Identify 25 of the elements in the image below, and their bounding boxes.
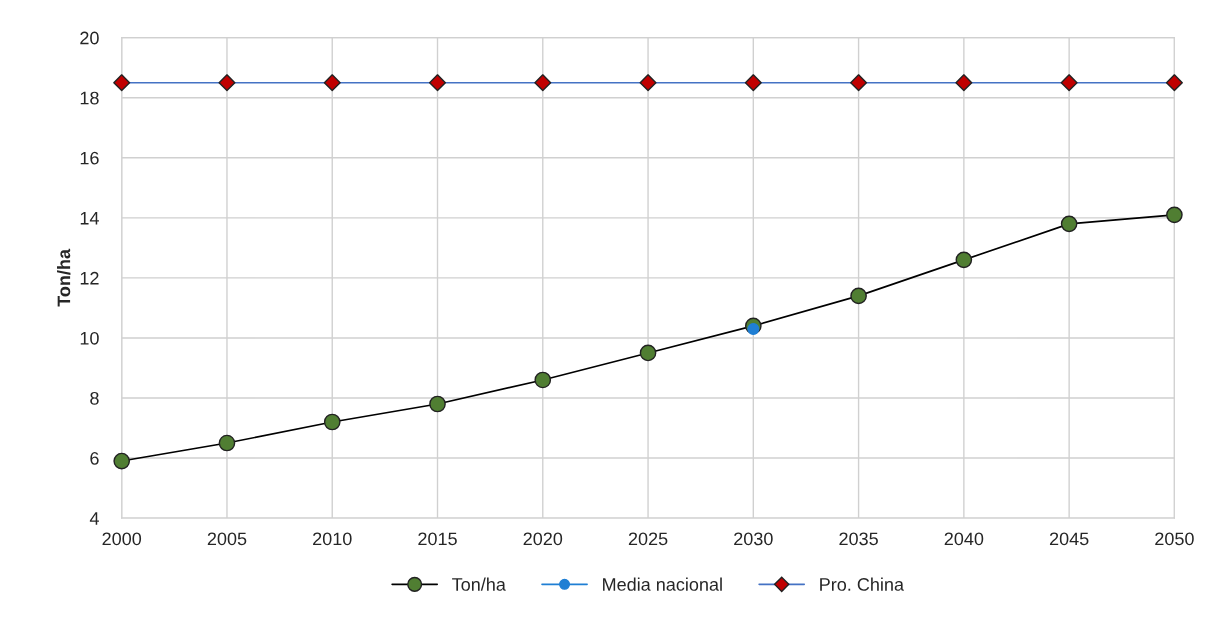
y-axis-title: Ton/ha (57, 248, 71, 307)
y-tick-label: 10 (80, 331, 99, 345)
x-tick-label: 2045 (1049, 532, 1089, 546)
y-tick-label: 14 (80, 211, 99, 225)
x-tick-label: 2035 (839, 532, 878, 546)
x-tick-label: 2050 (1155, 532, 1194, 546)
y-tick-label: 18 (80, 91, 99, 105)
legend-label: Pro. China (820, 577, 905, 591)
legend-label: Media nacional (603, 577, 722, 591)
x-tick-label: 2030 (734, 532, 773, 546)
y-tick-label: 4 (89, 512, 99, 525)
x-tick-label: 2010 (313, 532, 352, 546)
x-tick-label: 2015 (418, 532, 457, 546)
y-tick-label: 16 (80, 151, 99, 165)
x-tick-label: 2020 (523, 532, 563, 546)
y-tick-label: 20 (80, 31, 99, 45)
legend-label: Ton/ha (452, 577, 506, 591)
y-tick-label: 8 (90, 391, 99, 405)
y-tick-label: 12 (80, 271, 99, 285)
x-tick-label: 2040 (944, 532, 984, 546)
point (747, 322, 760, 335)
y-tick-label: 6 (90, 451, 99, 465)
x-tick-label: 2000 (102, 532, 142, 546)
x-tick-label: 2005 (207, 532, 247, 546)
x-tick-label: 2025 (628, 532, 668, 546)
